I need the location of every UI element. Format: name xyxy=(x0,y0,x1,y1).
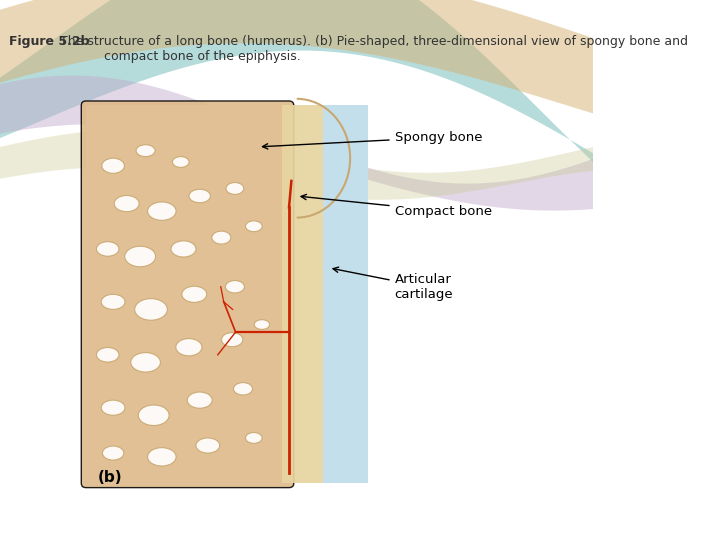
Ellipse shape xyxy=(189,190,210,203)
Ellipse shape xyxy=(187,392,212,408)
Text: (b): (b) xyxy=(97,470,122,485)
Bar xyxy=(282,105,323,483)
Ellipse shape xyxy=(246,433,262,443)
Polygon shape xyxy=(0,130,593,200)
Text: Figure 5.2b: Figure 5.2b xyxy=(9,35,89,48)
Ellipse shape xyxy=(138,405,169,426)
Ellipse shape xyxy=(212,231,231,244)
Ellipse shape xyxy=(182,286,207,302)
Ellipse shape xyxy=(102,400,125,415)
Text: Compact bone: Compact bone xyxy=(301,194,492,218)
Text: Spongy bone: Spongy bone xyxy=(263,131,482,149)
Polygon shape xyxy=(0,0,593,163)
Ellipse shape xyxy=(136,145,155,157)
Polygon shape xyxy=(0,0,593,113)
Ellipse shape xyxy=(96,241,119,256)
Ellipse shape xyxy=(225,281,244,293)
Ellipse shape xyxy=(102,446,124,460)
Bar xyxy=(323,105,368,483)
Ellipse shape xyxy=(254,320,270,329)
Polygon shape xyxy=(0,76,593,211)
Text: The structure of a long bone (humerus). (b) Pie-shaped, three-dimensional view o: The structure of a long bone (humerus). … xyxy=(52,35,688,63)
FancyBboxPatch shape xyxy=(81,101,294,488)
Ellipse shape xyxy=(148,448,176,466)
Ellipse shape xyxy=(96,348,119,362)
Ellipse shape xyxy=(102,158,125,173)
Ellipse shape xyxy=(114,195,139,212)
Ellipse shape xyxy=(148,202,176,220)
Ellipse shape xyxy=(222,333,243,347)
Text: Articular
cartilage: Articular cartilage xyxy=(333,267,454,301)
Bar xyxy=(86,105,368,483)
Ellipse shape xyxy=(125,246,156,267)
Ellipse shape xyxy=(246,221,262,232)
Ellipse shape xyxy=(176,339,202,356)
Ellipse shape xyxy=(226,183,244,194)
Ellipse shape xyxy=(102,294,125,309)
Ellipse shape xyxy=(131,353,161,372)
Ellipse shape xyxy=(135,299,167,320)
Ellipse shape xyxy=(171,241,196,257)
Ellipse shape xyxy=(173,157,189,167)
Ellipse shape xyxy=(233,382,253,395)
Ellipse shape xyxy=(196,438,220,453)
